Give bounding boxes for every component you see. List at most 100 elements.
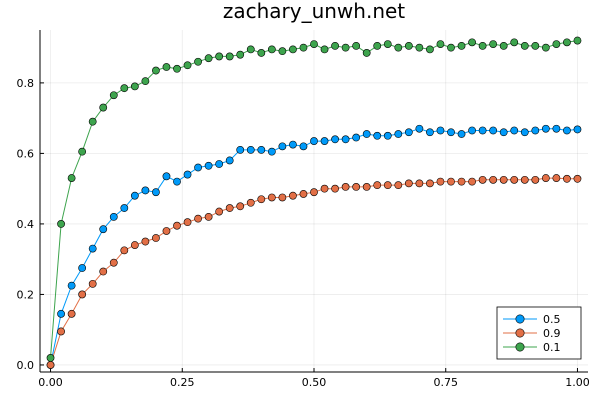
- data-point: [499, 175, 508, 184]
- series-0.9: [46, 174, 582, 369]
- data-point: [99, 225, 108, 234]
- data-point: [436, 126, 445, 135]
- data-point: [447, 43, 455, 52]
- data-point: [99, 103, 108, 112]
- legend-marker: [515, 328, 525, 338]
- data-point: [499, 128, 508, 137]
- data-point: [510, 175, 519, 184]
- data-point: [415, 124, 424, 133]
- data-point: [415, 43, 424, 52]
- data-point: [152, 188, 160, 197]
- data-point: [194, 57, 202, 66]
- data-point: [541, 43, 550, 52]
- grid: [40, 30, 588, 372]
- data-point: [320, 184, 329, 193]
- data-point: [541, 174, 550, 182]
- series-0.5: [46, 124, 582, 369]
- chart-title: zachary_unwh.net: [223, 0, 405, 23]
- data-point: [289, 45, 297, 54]
- data-point: [478, 126, 487, 135]
- data-point: [204, 161, 213, 170]
- data-point: [46, 361, 55, 369]
- legend-label: 0.5: [543, 313, 561, 326]
- data-point: [57, 327, 65, 336]
- data-point: [130, 241, 139, 249]
- data-point: [204, 212, 213, 221]
- data-point: [120, 84, 129, 93]
- data-point: [299, 142, 308, 151]
- data-point: [215, 207, 224, 216]
- data-point: [88, 244, 97, 253]
- y-tick-label: 0.0: [17, 359, 35, 372]
- data-point: [225, 204, 234, 212]
- y-tick-label: 0.2: [17, 288, 35, 301]
- data-point: [341, 43, 350, 52]
- data-point: [320, 45, 329, 54]
- data-point: [299, 190, 308, 198]
- data-point: [173, 221, 181, 230]
- data-point: [394, 181, 403, 190]
- data-point: [573, 125, 582, 134]
- data-point: [426, 179, 434, 188]
- data-point: [257, 145, 266, 154]
- x-tick-label: 1.00: [565, 376, 590, 389]
- data-point: [331, 184, 339, 193]
- data-point: [436, 177, 445, 186]
- data-point: [331, 135, 339, 144]
- y-tick-label: 0.4: [17, 218, 35, 231]
- data-point: [383, 181, 392, 190]
- data-point: [478, 41, 487, 50]
- data-point: [141, 237, 150, 246]
- data-point: [373, 41, 382, 50]
- data-point: [563, 126, 571, 135]
- data-point: [299, 43, 308, 52]
- data-point: [468, 126, 476, 135]
- data-point: [278, 193, 287, 202]
- data-point: [183, 61, 192, 70]
- x-tick-label: 0.75: [433, 376, 458, 389]
- data-point: [478, 175, 487, 184]
- legend-marker: [515, 314, 525, 324]
- data-point: [531, 175, 540, 184]
- data-point: [394, 130, 403, 138]
- data-point: [404, 128, 413, 137]
- data-point: [520, 128, 529, 137]
- data-point: [426, 128, 434, 137]
- data-point: [404, 41, 413, 50]
- data-point: [447, 177, 455, 186]
- data-point: [563, 38, 571, 47]
- x-tick-labels: 0.00 0.25 0.50 0.75 1.00: [38, 376, 589, 389]
- data-point: [78, 147, 87, 156]
- data-point: [352, 133, 361, 142]
- data-point: [152, 66, 160, 75]
- data-point: [109, 91, 118, 100]
- data-point: [162, 227, 171, 235]
- data-point: [489, 126, 498, 135]
- data-point: [130, 191, 139, 200]
- data-point: [162, 63, 171, 71]
- data-point: [552, 40, 561, 49]
- data-point: [88, 117, 97, 126]
- data-point: [310, 137, 318, 145]
- data-point: [426, 45, 434, 54]
- data-point: [552, 174, 561, 182]
- data-point: [257, 49, 266, 57]
- x-tick-label: 0.25: [170, 376, 195, 389]
- data-point: [373, 181, 382, 190]
- data-point: [215, 160, 224, 168]
- data-point: [162, 172, 171, 181]
- data-point: [109, 258, 118, 267]
- data-point: [78, 290, 87, 299]
- legend-label: 0.1: [543, 341, 561, 354]
- data-point: [341, 135, 350, 144]
- data-point: [78, 264, 87, 272]
- y-tick-label: 0.8: [17, 77, 35, 90]
- data-point: [563, 174, 571, 183]
- data-point: [267, 193, 276, 202]
- data-point: [152, 234, 160, 242]
- data-point: [141, 186, 150, 195]
- data-point: [67, 281, 76, 290]
- y-tick-labels: 0.0 0.2 0.4 0.6 0.8: [17, 77, 35, 372]
- data-point: [447, 128, 455, 137]
